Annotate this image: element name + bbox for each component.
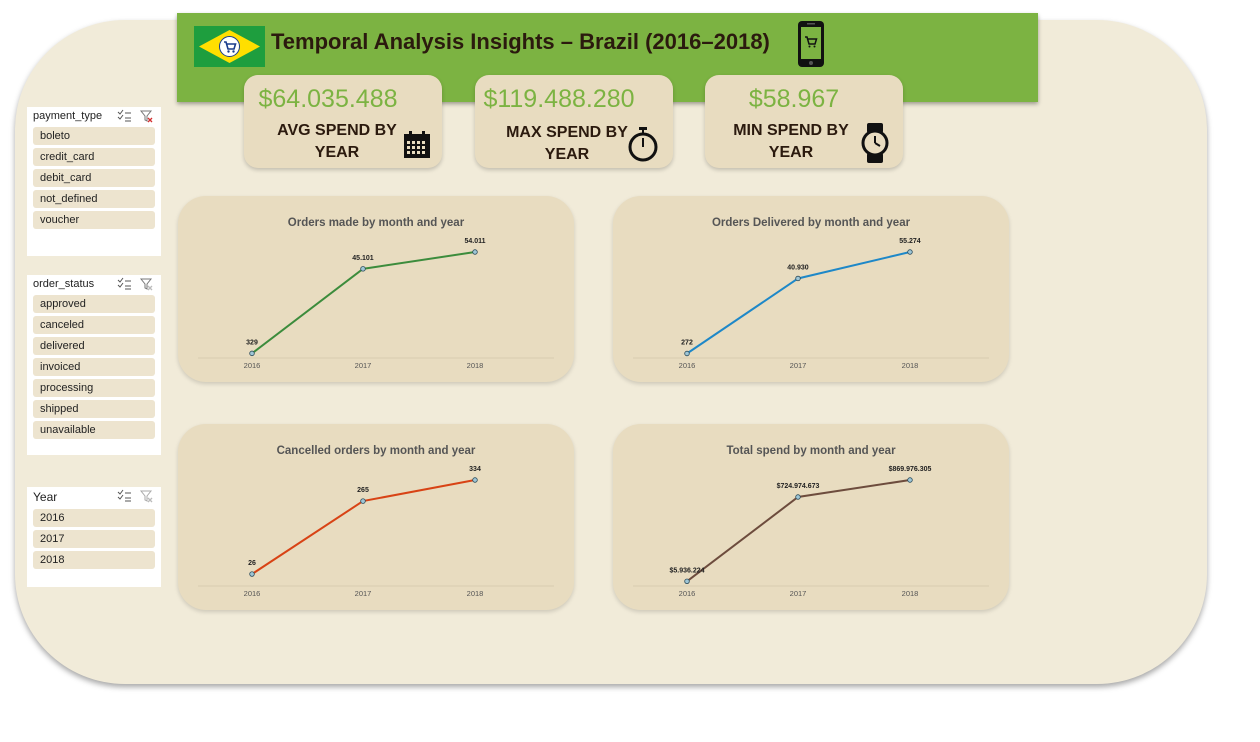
x-tick-label: 2018 — [467, 589, 484, 598]
clear-filter-icon[interactable] — [139, 490, 153, 503]
kpi-max-spend-card: $119.488.280 MAX SPEND BY YEAR — [475, 75, 673, 168]
data-point[interactable] — [795, 494, 801, 500]
series-line — [251, 479, 476, 575]
kpi-max-spend-label: MAX SPEND BY YEAR — [506, 124, 628, 163]
slicer-item-2016[interactable]: 2016 — [33, 509, 155, 527]
slicer-item-2017[interactable]: 2017 — [33, 530, 155, 548]
data-point[interactable] — [907, 249, 913, 255]
kpi-min-spend-label: MIN SPEND BY YEAR — [733, 122, 849, 161]
orders-delivered-chart-svg: Orders Delivered by month and year 272 201… — [633, 217, 989, 370]
data-point[interactable] — [907, 477, 913, 483]
x-tick-label: 2018 — [467, 361, 484, 370]
slicer-controls — [117, 277, 155, 296]
slicer-item-processing[interactable]: processing — [33, 379, 155, 397]
kpi-max-spend-value: $119.488.280 — [483, 85, 635, 113]
kpi-avg-spend-label: AVG SPEND BY YEAR — [277, 122, 397, 161]
kpi-min-spend-value: $58.967 — [748, 85, 840, 113]
data-label: 334 — [469, 466, 481, 473]
multi-select-icon[interactable] — [117, 109, 131, 122]
clear-filter-icon[interactable] — [139, 110, 153, 123]
data-label: $724.974.673 — [777, 483, 820, 490]
slicer-item-delivered[interactable]: delivered — [33, 337, 155, 355]
data-point[interactable] — [360, 498, 366, 504]
year-slicer: Year 2016 2017 2018 — [27, 487, 161, 587]
slicer-item-approved[interactable]: approved — [33, 295, 155, 313]
slicer-header: Year — [27, 487, 161, 509]
dashboard-title: Temporal Analysis Insights – Brazil (201… — [271, 29, 770, 54]
data-label: $5.936.224 — [669, 567, 704, 574]
orders-made-chart-svg: Orders made by month and year 329 2016 45.1… — [198, 217, 554, 370]
data-point[interactable] — [360, 266, 366, 272]
data-label: 40.930 — [787, 264, 809, 271]
kpi-avg-spend-value: $64.035.488 — [258, 85, 398, 113]
slicer-item-shipped[interactable]: shipped — [33, 400, 155, 418]
mobile-cart-icon — [798, 21, 824, 67]
data-point[interactable] — [684, 350, 690, 357]
x-tick-label: 2018 — [902, 589, 919, 598]
kpi-min-spend-card: $58.967 MIN SPEND BY YEAR — [705, 75, 903, 168]
chart-title: Orders Delivered by month and year — [712, 217, 911, 229]
data-label: 55.274 — [899, 238, 921, 245]
total-spend-chart-svg: Total spend by month and year $5.936.224 2… — [633, 445, 989, 598]
calendar-icon — [404, 131, 430, 158]
data-label: $869.976.305 — [889, 466, 932, 473]
wristwatch-icon — [861, 123, 889, 163]
data-label: 26 — [248, 560, 256, 567]
chart-title: Orders made by month and year — [288, 217, 465, 229]
data-point[interactable] — [472, 249, 478, 255]
data-point[interactable] — [795, 275, 801, 282]
x-tick-label: 2017 — [790, 589, 807, 598]
slicer-item-unavailable[interactable]: unavailable — [33, 421, 155, 439]
slicer-item-credit-card[interactable]: credit_card — [33, 148, 155, 166]
x-tick-label: 2017 — [790, 361, 807, 370]
orders-delivered-chart: Orders Delivered by month and year 272 201… — [613, 196, 1009, 382]
multi-select-icon[interactable] — [117, 489, 131, 502]
data-point[interactable] — [684, 578, 690, 585]
orders-made-chart: Orders made by month and year 329 2016 45.1… — [178, 196, 574, 382]
slicer-item-debit-card[interactable]: debit_card — [33, 169, 155, 187]
x-tick-label: 2017 — [355, 589, 372, 598]
cancelled-orders-chart-svg: Cancelled orders by month and year 26 2016… — [198, 445, 554, 598]
data-label: 329 — [246, 339, 258, 346]
data-point[interactable] — [249, 571, 255, 577]
x-tick-label: 2016 — [244, 589, 261, 598]
multi-select-icon[interactable] — [117, 277, 131, 290]
x-tick-label: 2016 — [679, 589, 696, 598]
slicer-title: Year — [33, 490, 58, 504]
order-status-slicer: order_status approved canceled delivered… — [27, 275, 161, 455]
data-label: 272 — [681, 339, 693, 346]
slicer-title: payment_type — [33, 110, 103, 122]
data-label: 45.101 — [352, 255, 374, 262]
x-tick-label: 2016 — [244, 361, 261, 370]
data-point[interactable] — [249, 350, 255, 357]
data-label: 54.011 — [464, 238, 485, 245]
slicer-title: order_status — [33, 278, 95, 290]
slicer-header: order_status — [27, 275, 161, 295]
chart-title: Total spend by month and year — [726, 445, 896, 457]
stopwatch-icon — [628, 127, 658, 162]
clear-filter-icon[interactable] — [139, 278, 153, 291]
slicer-item-not-defined[interactable]: not_defined — [33, 190, 155, 208]
slicer-item-invoiced[interactable]: invoiced — [33, 358, 155, 376]
slicer-controls — [117, 109, 155, 128]
chart-title: Cancelled orders by month and year — [277, 445, 476, 457]
x-tick-label: 2018 — [902, 361, 919, 370]
data-label: 265 — [357, 487, 369, 494]
brazil-flag-cart-icon — [194, 26, 265, 67]
slicer-item-voucher[interactable]: voucher — [33, 211, 155, 229]
slicer-item-2018[interactable]: 2018 — [33, 551, 155, 569]
data-point[interactable] — [472, 477, 478, 483]
slicer-header: payment_type — [27, 107, 161, 127]
slicer-item-boleto[interactable]: boleto — [33, 127, 155, 145]
cancelled-orders-chart: Cancelled orders by month and year 26 2016… — [178, 424, 574, 610]
x-tick-label: 2016 — [679, 361, 696, 370]
total-spend-chart: Total spend by month and year $5.936.224 2… — [613, 424, 1009, 610]
kpi-avg-spend-card: $64.035.488 AVG SPEND BY YEAR — [244, 75, 442, 168]
payment-type-slicer: payment_type boleto credit_card debit_ca… — [27, 107, 161, 256]
slicer-controls — [117, 489, 155, 508]
x-tick-label: 2017 — [355, 361, 372, 370]
slicer-item-canceled[interactable]: canceled — [33, 316, 155, 334]
